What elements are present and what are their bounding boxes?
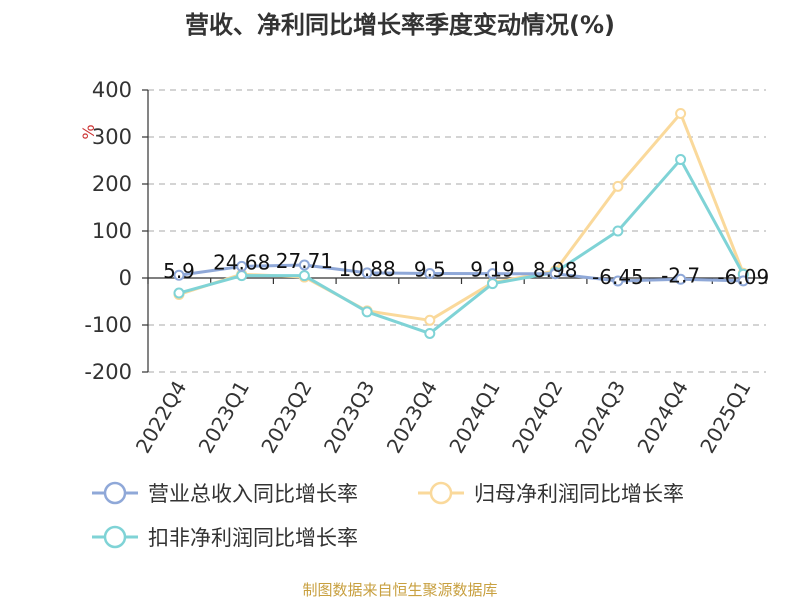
data-point: [612, 180, 624, 192]
legend-marker: [103, 481, 127, 505]
data-label: 9.5: [414, 258, 446, 282]
y-axis-unit: %: [79, 124, 98, 139]
data-label: -6.45: [592, 265, 644, 289]
x-tick-label: 2025Q1: [695, 377, 755, 458]
data-point: [612, 275, 624, 287]
data-label: 27.71: [276, 249, 333, 273]
legend-label: 营业总收入同比增长率: [148, 482, 358, 506]
data-label: -2.7: [661, 263, 700, 287]
data-point: [236, 260, 248, 272]
x-tick-label: 2024Q4: [632, 377, 692, 458]
x-tick-label: 2024Q2: [507, 377, 567, 458]
legend-marker: [103, 525, 127, 549]
data-label: 24.68: [213, 250, 270, 274]
data-point: [361, 267, 373, 279]
data-point: [675, 154, 687, 166]
data-point: [298, 259, 310, 271]
data-point: [737, 275, 749, 287]
data-label: 5.9: [163, 259, 195, 283]
x-axis-ticks: 2022Q4 2023Q1 2023Q2 2023Q3 2023Q4 2024Q1 2024…: [131, 377, 756, 458]
y-tick-label: 200: [92, 172, 132, 196]
x-tick-label: 2024Q3: [570, 377, 630, 458]
legend-marker: [429, 481, 453, 505]
legend-label: 扣非净利润同比增长率: [148, 526, 358, 550]
source-note: 制图数据来自恒生聚源数据库: [302, 581, 497, 599]
legend-label: 归母净利润同比增长率: [474, 482, 684, 506]
data-point: [549, 268, 561, 280]
y-tick-label: 300: [92, 125, 132, 149]
y-tick-label: -100: [84, 313, 132, 337]
y-tick-label: 0: [119, 266, 132, 290]
axes: [142, 89, 767, 373]
data-point: [675, 108, 687, 119]
y-tick-label: 100: [92, 219, 132, 243]
data-point: [487, 268, 498, 280]
data-point: [361, 306, 373, 318]
grid-lines: [148, 89, 766, 373]
data-labels: 5.9 24.68 27.71 10.88 9.5 9.19 8.98 -6.45 -2.7 -6…: [163, 249, 769, 289]
series-line: [178, 112, 745, 322]
data-label: -6.09: [717, 265, 769, 289]
series-group: [173, 108, 749, 339]
series-line: [178, 158, 745, 335]
data-point: [173, 269, 185, 281]
y-tick-label: 400: [92, 78, 132, 102]
y-axis-ticks: 400 300 200 100 0 -100 -200: [84, 78, 132, 384]
data-label: 9.19: [470, 258, 515, 282]
series-line: [178, 263, 744, 283]
x-tick-label: 2023Q3: [319, 377, 379, 458]
data-point: [675, 273, 687, 285]
x-tick-label: 2023Q2: [256, 377, 316, 458]
data-point: [424, 327, 436, 339]
y-tick-label: -200: [84, 360, 132, 384]
data-point: [424, 314, 436, 326]
data-label: 10.88: [338, 257, 395, 281]
data-point: [298, 270, 310, 282]
x-tick-label: 2024Q1: [444, 377, 504, 458]
x-tick-label: 2023Q4: [382, 377, 442, 458]
data-point: [612, 225, 624, 237]
data-label: 8.98: [533, 258, 578, 282]
data-point: [173, 287, 185, 299]
data-point: [424, 268, 436, 280]
x-tick-label: 2022Q4: [131, 377, 191, 458]
chart-title: 营收、净利同比增长率季度变动情况(%): [185, 11, 615, 39]
x-tick-label: 2023Q1: [194, 377, 254, 458]
